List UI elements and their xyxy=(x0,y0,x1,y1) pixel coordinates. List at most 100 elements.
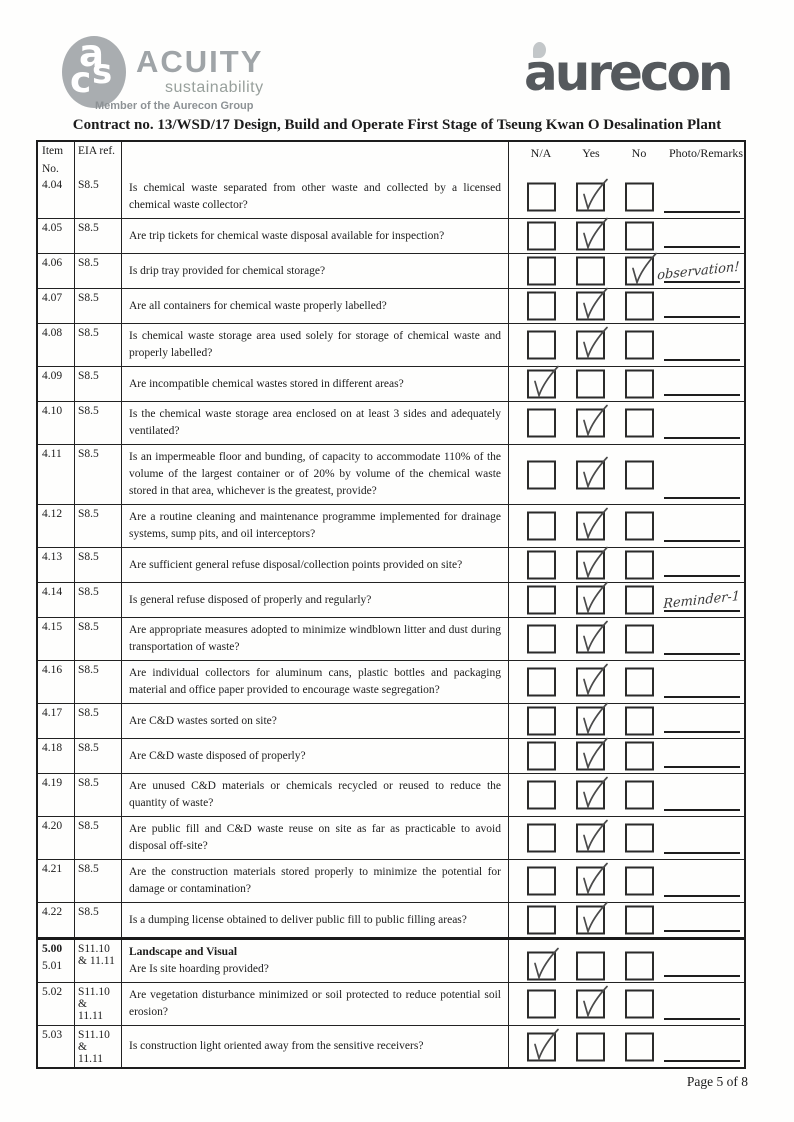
item-no-cell: 5.03 xyxy=(38,1026,75,1067)
checkbox-yes[interactable] xyxy=(576,326,608,360)
eia-ref-cell: S8.5 xyxy=(75,176,122,218)
question-cell: Is chemical waste storage area used sole… xyxy=(122,324,509,366)
checkbox-yes[interactable] xyxy=(576,404,608,438)
remarks-line xyxy=(664,610,740,612)
checkbox-na[interactable] xyxy=(527,989,556,1019)
checkbox-yes[interactable] xyxy=(576,862,608,896)
checkbox-na[interactable] xyxy=(527,706,556,736)
checkbox-yes[interactable] xyxy=(576,901,608,935)
checkbox-yes[interactable] xyxy=(576,581,608,615)
item-no: 4.17 xyxy=(42,707,63,719)
checkbox-na[interactable] xyxy=(527,408,556,438)
item-no: 4.19 xyxy=(42,777,63,789)
question-text: Are individual collectors for aluminum c… xyxy=(129,667,501,696)
checkbox-na[interactable] xyxy=(527,624,556,654)
checkbox-yes[interactable] xyxy=(576,620,608,654)
item-no: 5.02 xyxy=(42,986,63,998)
checkbox-yes[interactable] xyxy=(576,287,608,321)
remarks-line xyxy=(664,394,740,396)
checkbox-yes[interactable] xyxy=(576,1032,605,1061)
checkbox-na[interactable] xyxy=(527,780,556,810)
checkbox-no[interactable] xyxy=(625,667,654,697)
checkbox-no[interactable] xyxy=(625,182,654,212)
checkbox-yes[interactable] xyxy=(576,737,608,771)
checkbox-no[interactable] xyxy=(625,1032,654,1061)
item-no: 4.11 xyxy=(42,448,62,460)
checkbox-yes[interactable] xyxy=(576,369,605,399)
checkbox-na[interactable] xyxy=(527,182,556,212)
checkbox-yes[interactable] xyxy=(576,702,608,736)
eia-ref: S8.5 xyxy=(78,448,99,460)
checkbox-na[interactable] xyxy=(527,511,556,541)
checkbox-no[interactable] xyxy=(625,624,654,654)
acuity-logo-name: ACUITY xyxy=(136,44,264,79)
checkbox-no[interactable] xyxy=(625,252,657,286)
checkbox-no[interactable] xyxy=(625,460,654,489)
question-text: Are vegetation disturbance minimized or … xyxy=(129,989,501,1018)
checkbox-yes[interactable] xyxy=(576,178,608,212)
question-cell: Are public fill and C&D waste reuse on s… xyxy=(122,817,509,859)
checkbox-yes[interactable] xyxy=(576,456,608,489)
item-no-cell: 4.06 xyxy=(38,254,75,288)
checkbox-yes[interactable] xyxy=(576,985,608,1019)
checkbox-no[interactable] xyxy=(625,369,654,399)
checkbox-yes[interactable] xyxy=(576,217,608,251)
checkbox-no[interactable] xyxy=(625,866,654,896)
checkbox-na[interactable] xyxy=(527,1028,559,1061)
checkbox-no[interactable] xyxy=(625,989,654,1019)
checkbox-yes[interactable] xyxy=(576,256,605,286)
checkbox-na[interactable] xyxy=(527,866,556,896)
checkbox-no[interactable] xyxy=(625,706,654,736)
remarks-line xyxy=(664,575,740,577)
table-row: 4.12 S8.5 Are a routine cleaning and maint… xyxy=(38,504,744,547)
checkbox-no[interactable] xyxy=(625,408,654,438)
eia-ref-cell: S8.5 xyxy=(75,739,122,773)
checkbox-no[interactable] xyxy=(625,585,654,615)
checkbox-na[interactable] xyxy=(527,365,559,399)
checkmark-icon xyxy=(583,287,608,321)
item-no-cell: 4.19 xyxy=(38,774,75,816)
checkbox-no[interactable] xyxy=(625,221,654,251)
checkbox-na[interactable] xyxy=(527,256,556,286)
checkbox-na[interactable] xyxy=(527,741,556,771)
item-no: 4.05 xyxy=(42,222,63,234)
checks-cell xyxy=(509,661,744,703)
eia-ref: S8.5 xyxy=(78,257,99,269)
item-no-cell: 4.15 xyxy=(38,618,75,660)
checkbox-no[interactable] xyxy=(625,823,654,853)
checkbox-no[interactable] xyxy=(625,550,654,580)
eia-ref-cell: S8.5 xyxy=(75,289,122,323)
checkbox-no[interactable] xyxy=(625,741,654,771)
checkbox-na[interactable] xyxy=(527,330,556,360)
checkbox-na[interactable] xyxy=(527,460,556,489)
checkbox-yes[interactable] xyxy=(576,951,605,981)
table-row: 5.00 5.01 S11.10 & 11.11 Landscape and Visua… xyxy=(38,937,744,982)
checkbox-yes[interactable] xyxy=(576,546,608,580)
checkbox-yes[interactable] xyxy=(576,819,608,853)
table-row: 5.02 S11.10 & 11.11 Are vegetation disturba… xyxy=(38,982,744,1025)
checkbox-na[interactable] xyxy=(527,291,556,321)
item-no-cell: 4.05 xyxy=(38,219,75,253)
checkbox-no[interactable] xyxy=(625,905,654,935)
checkbox-no[interactable] xyxy=(625,330,654,360)
checkbox-na[interactable] xyxy=(527,948,559,981)
question-text: Are all containers for chemical waste pr… xyxy=(129,299,387,312)
checkbox-yes[interactable] xyxy=(576,776,608,810)
table-row: 4.10 S8.5 Is the chemical waste storage ar… xyxy=(38,401,744,444)
checkbox-na[interactable] xyxy=(527,221,556,251)
checkbox-na[interactable] xyxy=(527,585,556,615)
checkbox-yes[interactable] xyxy=(576,663,608,697)
checkbox-no[interactable] xyxy=(625,291,654,321)
checkbox-no[interactable] xyxy=(625,780,654,810)
checkbox-no[interactable] xyxy=(625,511,654,541)
item-no-cell: 4.12 xyxy=(38,505,75,547)
checkbox-no[interactable] xyxy=(625,951,654,981)
checkbox-na[interactable] xyxy=(527,550,556,580)
question-text: Is construction light oriented away from… xyxy=(129,1040,424,1052)
checkbox-na[interactable] xyxy=(527,905,556,935)
checkbox-na[interactable] xyxy=(527,667,556,697)
checkbox-yes[interactable] xyxy=(576,507,608,541)
checkmark-icon xyxy=(583,776,608,810)
checkbox-na[interactable] xyxy=(527,823,556,853)
acuity-member-tagline: Member of the Aurecon Group xyxy=(95,100,254,112)
